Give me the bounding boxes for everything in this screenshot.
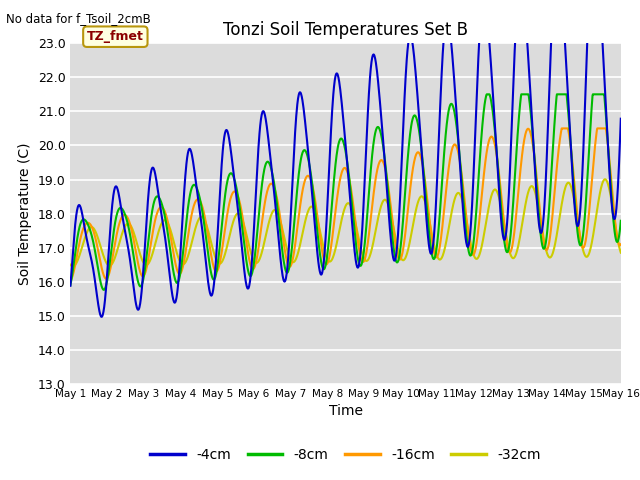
- Text: TZ_fmet: TZ_fmet: [87, 30, 144, 43]
- Text: No data for f_Tsoil_2cmB: No data for f_Tsoil_2cmB: [6, 12, 151, 25]
- Legend: -4cm, -8cm, -16cm, -32cm: -4cm, -8cm, -16cm, -32cm: [145, 442, 547, 467]
- Y-axis label: Soil Temperature (C): Soil Temperature (C): [18, 143, 32, 285]
- Title: Tonzi Soil Temperatures Set B: Tonzi Soil Temperatures Set B: [223, 21, 468, 39]
- X-axis label: Time: Time: [328, 405, 363, 419]
